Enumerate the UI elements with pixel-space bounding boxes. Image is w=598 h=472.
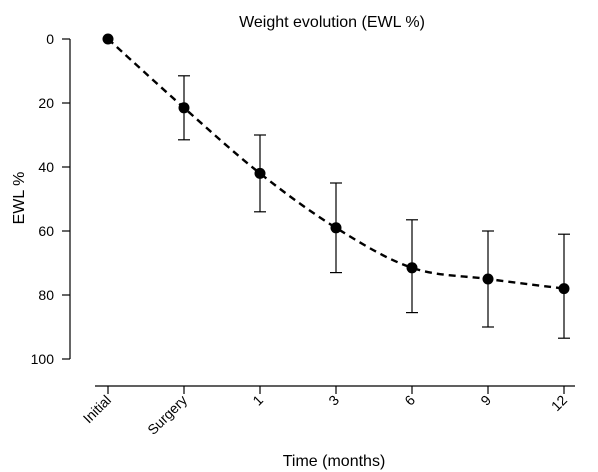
x-tick-label: 1: [249, 392, 266, 409]
x-tick-label: 6: [401, 392, 418, 409]
data-point: [406, 262, 418, 274]
y-tick-label: 0: [46, 31, 54, 47]
x-axis-label: Time (months): [283, 453, 386, 470]
x-tick-label: Surgery: [144, 392, 190, 438]
x-tick-label: Initial: [80, 392, 114, 426]
chart-title: Weight evolution (EWL %): [239, 14, 425, 31]
data-point: [178, 102, 190, 114]
data-points: [102, 33, 570, 295]
y-tick-label: 80: [38, 287, 54, 303]
x-ticks: Initial Surgery 1 3 6 9 12: [80, 386, 570, 438]
y-axis-label: EWL %: [11, 172, 28, 225]
y-tick-label: 40: [38, 159, 54, 175]
error-bars: [178, 75, 570, 339]
data-point: [482, 273, 494, 285]
y-ticks: 0 20 40 60 80 100: [31, 31, 70, 367]
y-tick-label: 60: [38, 223, 54, 239]
y-tick-label: 100: [31, 351, 55, 367]
data-point: [102, 33, 114, 45]
data-point: [254, 167, 266, 179]
x-tick-label: 3: [325, 392, 342, 409]
x-tick-label: 12: [548, 392, 570, 414]
data-point: [558, 283, 570, 295]
x-tick-label: 9: [477, 392, 494, 409]
y-tick-label: 20: [38, 95, 54, 111]
data-point: [330, 222, 342, 234]
